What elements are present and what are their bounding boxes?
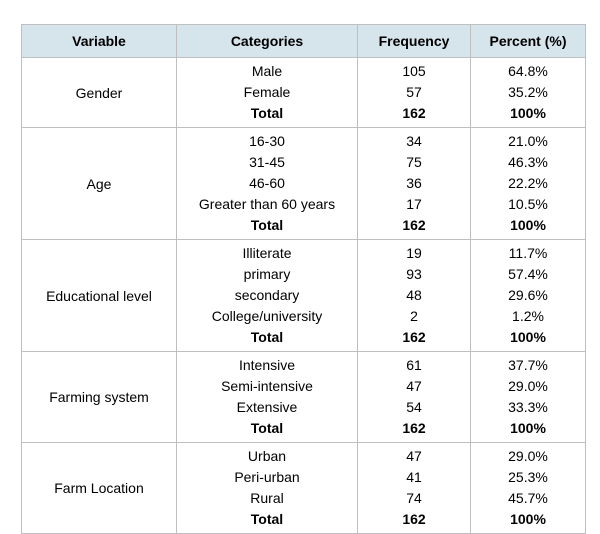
header-categories: Categories [176, 24, 358, 58]
frequency-cell: 61 47 54 162 [357, 351, 471, 443]
frequency-value: 75 [406, 154, 422, 170]
frequency-value: 57 [406, 84, 422, 100]
frequency-value: 19 [406, 245, 422, 261]
frequency-value: 17 [406, 196, 422, 212]
frequency-cell: 47 41 74 162 [357, 442, 471, 534]
frequency-value: 41 [406, 469, 422, 485]
category-value: College/university [211, 308, 323, 324]
percent-cell: 64.8% 35.2% 100% [470, 57, 586, 128]
category-total: Total [250, 420, 284, 436]
category-value: Intensive [238, 357, 296, 373]
variable-cell: Gender [21, 57, 177, 128]
frequency-value: 2 [410, 308, 418, 324]
percent-total: 100% [510, 217, 546, 233]
frequency-value: 34 [406, 133, 422, 149]
variable-cell: Educational level [21, 239, 177, 352]
table-row-group: Gender Male Female Total 105 57 162 64.8% 35.2% 1… [21, 57, 586, 128]
percent-value: 46.3% [508, 154, 548, 170]
category-cell: 16-30 31-45 46-60 Greater than 60 years Tota… [176, 127, 358, 240]
table-body: Gender Male Female Total 105 57 162 64.8% 35.2% 1… [21, 57, 586, 534]
category-value: primary [243, 266, 291, 282]
percent-cell: 21.0% 46.3% 22.2% 10.5% 100% [470, 127, 586, 240]
percent-value: 45.7% [508, 490, 548, 506]
category-value: Urban [247, 448, 287, 464]
category-cell: Male Female Total [176, 57, 358, 128]
frequency-value: 47 [406, 448, 422, 464]
table-row-group: Farming system Intensive Semi-intensive Ext… [21, 351, 586, 443]
percent-value: 29.6% [508, 287, 548, 303]
percent-value: 29.0% [508, 378, 548, 394]
category-total: Total [250, 217, 284, 233]
category-total: Total [250, 511, 284, 527]
frequency-value: 93 [406, 266, 422, 282]
frequency-cell: 34 75 36 17 162 [357, 127, 471, 240]
frequency-total: 162 [402, 105, 426, 121]
demographics-table: Variable Categories Frequency Percent (%… [21, 24, 586, 534]
variable-cell: Age [21, 127, 177, 240]
percent-value: 10.5% [508, 196, 548, 212]
category-value: Semi-intensive [221, 378, 313, 394]
category-value: Peri-urban [234, 469, 300, 485]
percent-total: 100% [510, 420, 546, 436]
variable-cell: Farm Location [21, 442, 177, 534]
frequency-value: 48 [406, 287, 422, 303]
percent-cell: 29.0% 25.3% 45.7% 100% [470, 442, 586, 534]
category-value: Rural [250, 490, 284, 506]
percent-total: 100% [510, 329, 546, 345]
frequency-value: 47 [406, 378, 422, 394]
frequency-value: 36 [406, 175, 422, 191]
header-row: Variable Categories Frequency Percent (%… [21, 24, 586, 58]
frequency-value: 74 [406, 490, 422, 506]
frequency-total: 162 [402, 217, 426, 233]
category-cell: Illiterate primary secondary College/univer… [176, 239, 358, 352]
table-row-group: Farm Location Urban Peri-urban Rural Total 47… [21, 442, 586, 534]
percent-value: 1.2% [512, 308, 544, 324]
frequency-total: 162 [402, 420, 426, 436]
category-value: Female [243, 84, 291, 100]
category-value: 46-60 [249, 175, 285, 191]
percent-value: 21.0% [508, 133, 548, 149]
category-value: Illiterate [242, 245, 292, 261]
category-value: Extensive [236, 399, 298, 415]
percent-total: 100% [510, 105, 546, 121]
category-total: Total [250, 329, 284, 345]
header-variable: Variable [21, 24, 177, 58]
category-value: Male [251, 63, 283, 79]
percent-value: 25.3% [508, 469, 548, 485]
percent-value: 29.0% [508, 448, 548, 464]
category-total: Total [250, 105, 284, 121]
variable-cell: Farming system [21, 351, 177, 443]
frequency-cell: 105 57 162 [357, 57, 471, 128]
category-value: Greater than 60 years [198, 196, 336, 212]
percent-cell: 11.7% 57.4% 29.6% 1.2% 100% [470, 239, 586, 352]
category-value: 31-45 [249, 154, 285, 170]
category-cell: Intensive Semi-intensive Extensive Total [176, 351, 358, 443]
frequency-value: 54 [406, 399, 422, 415]
category-value: secondary [234, 287, 300, 303]
frequency-value: 105 [402, 63, 426, 79]
percent-value: 33.3% [508, 399, 548, 415]
frequency-total: 162 [402, 329, 426, 345]
frequency-total: 162 [402, 511, 426, 527]
percent-value: 11.7% [508, 245, 548, 261]
percent-value: 37.7% [508, 357, 548, 373]
frequency-cell: 19 93 48 2 162 [357, 239, 471, 352]
table-row-group: Educational level Illiterate primary second… [21, 239, 586, 352]
header-percent: Percent (%) [470, 24, 586, 58]
percent-value: 35.2% [508, 84, 548, 100]
percent-value: 57.4% [508, 266, 548, 282]
percent-value: 22.2% [508, 175, 548, 191]
percent-value: 64.8% [508, 63, 548, 79]
table-row-group: Age 16-30 31-45 46-60 Greater than 60 years T… [21, 127, 586, 240]
category-cell: Urban Peri-urban Rural Total [176, 442, 358, 534]
percent-total: 100% [510, 511, 546, 527]
header-frequency: Frequency [357, 24, 471, 58]
frequency-value: 61 [406, 357, 422, 373]
percent-cell: 37.7% 29.0% 33.3% 100% [470, 351, 586, 443]
category-value: 16-30 [249, 133, 285, 149]
